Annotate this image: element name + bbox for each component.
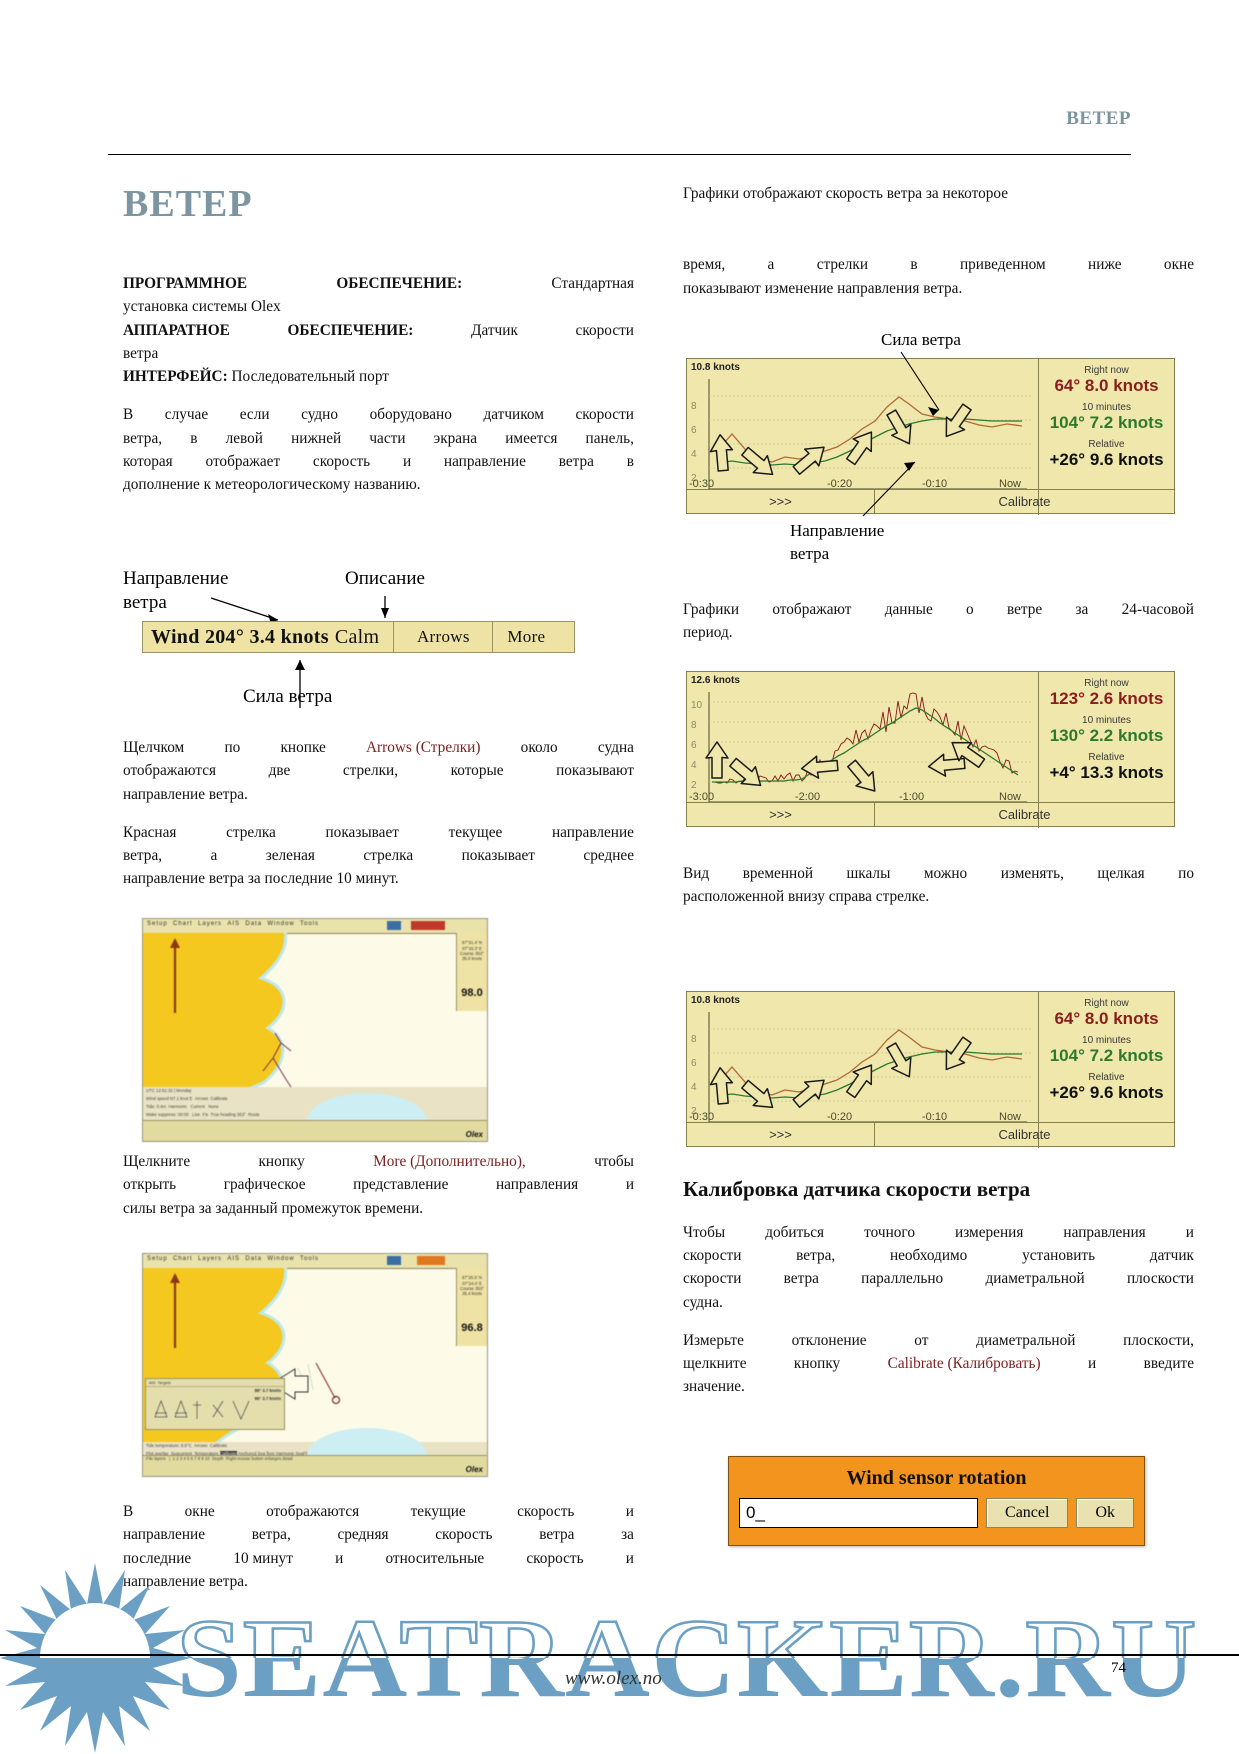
svg-text:www.olex.no: www.olex.no <box>565 1668 662 1689</box>
